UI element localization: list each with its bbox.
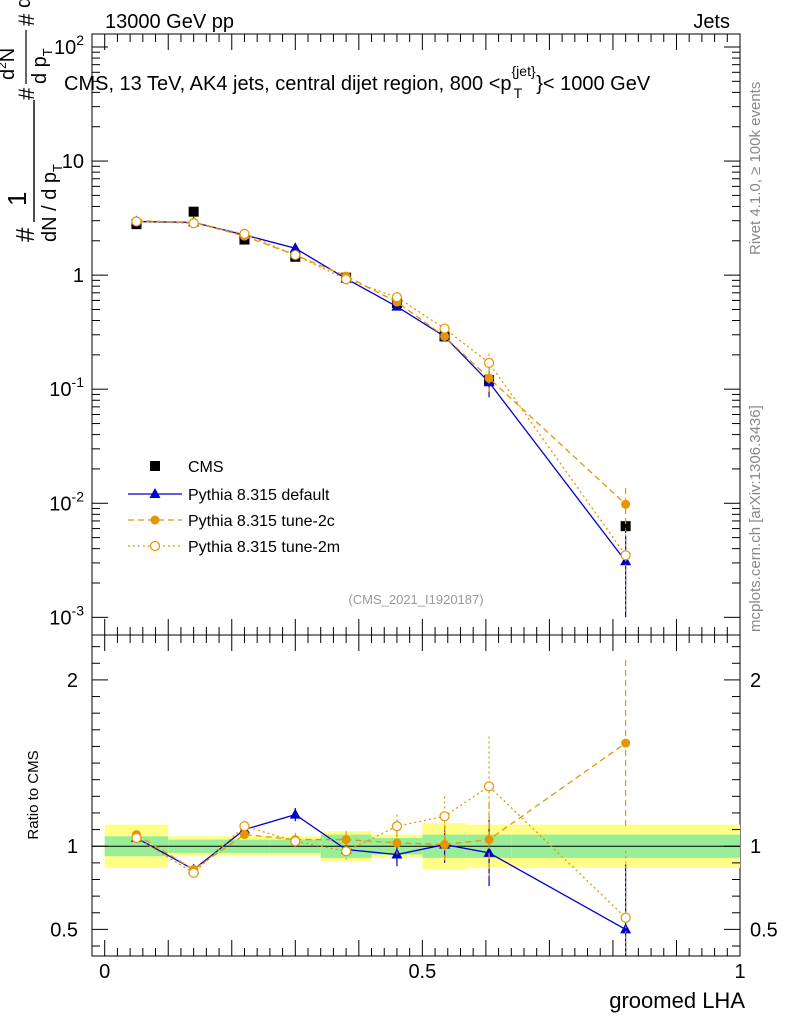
ratio-point [620, 923, 632, 934]
ratio-tick-label-right: 0.5 [750, 919, 778, 941]
data-point [289, 242, 301, 253]
header-right: Jets [693, 11, 730, 33]
mcplots-label: mcplots.cern.ch [arXiv:1306.3436] [747, 405, 764, 632]
main-data-layer [130, 206, 632, 618]
main-axis-ticks: 10-3 10-2 10-1 1 10 102 [49, 32, 741, 635]
data-point [239, 228, 250, 239]
rivet-label: Rivet 4.1.0, ≥ 100k events [747, 82, 764, 255]
y-label-hash-1: # [10, 227, 40, 242]
ratio-tick-label: 1 [67, 836, 78, 858]
y-label-hash-2: # [14, 87, 39, 100]
ratio-point [239, 821, 250, 832]
data-point [620, 550, 631, 561]
data-point [620, 521, 631, 532]
ratio-panel: 0.5 0.5 1 1 2 2 [50, 634, 778, 957]
data-point [290, 249, 301, 261]
legend-label: CMS [188, 459, 224, 476]
chart-title: CMS, 13 TeV, AK4 jets, central dijet reg… [64, 63, 651, 101]
legend-marker [149, 540, 161, 552]
ratio-y-label: Ratio to CMS [25, 750, 42, 839]
ratio-tick-label-right: 2 [750, 670, 761, 692]
y-label-den: dN / d pT [39, 164, 65, 242]
ratio-point [621, 738, 631, 748]
ratio-frame [91, 634, 741, 957]
y-tick-label: 10 [62, 151, 84, 173]
legend-marker [150, 515, 160, 525]
legend-marker [150, 461, 160, 471]
legend: CMS Pythia 8.315 default Pythia 8.315 tune… [128, 459, 340, 556]
legend-label: Pythia 8.315 tune-2m [188, 539, 340, 556]
legend-label: Pythia 8.315 default [188, 487, 330, 504]
data-point [483, 357, 495, 369]
ratio-tick-label: 0.5 [50, 919, 78, 941]
series-line-1 [136, 220, 627, 562]
data-point [439, 323, 450, 334]
ratio-point [440, 840, 450, 850]
analysis-label: (CMS_2021_I1920187) [348, 592, 483, 607]
data-point [341, 274, 352, 285]
ratio-point [391, 821, 403, 832]
y-tick-label: 10-3 [49, 602, 84, 629]
ratio-point [290, 836, 301, 847]
ratio-point [483, 781, 495, 792]
y-tick-label: 10-1 [49, 374, 84, 401]
ratio-axis-ticks: 0.5 0.5 1 1 2 2 [50, 635, 778, 956]
series-line-2 [136, 220, 627, 505]
y-tick-label: 102 [54, 32, 84, 59]
ratio-tick-label: 2 [67, 670, 78, 692]
legend-label: Pythia 8.315 tune-2c [188, 513, 335, 530]
ratio-point [392, 838, 402, 848]
ratio-point [484, 835, 494, 845]
y-label-dlambda: dλ [13, 0, 35, 8]
x-axis-label: groomed LHA [609, 988, 745, 1013]
ratio-point [239, 830, 249, 840]
series-line-3 [136, 220, 627, 556]
ratio-tick-label-right: 1 [750, 836, 761, 858]
x-tick-label: 1 [734, 961, 745, 983]
ratio-point [439, 811, 450, 822]
data-point [621, 499, 631, 509]
y-tick-label: 10-2 [49, 488, 84, 515]
ratio-bands [92, 822, 740, 870]
header-left: 13000 GeV pp [105, 11, 234, 33]
y-tick-label: 1 [73, 265, 84, 287]
data-point [391, 292, 403, 303]
ratio-point [188, 867, 199, 878]
ratio-point [620, 912, 631, 923]
ratio-point [341, 846, 352, 857]
ratio-point [131, 832, 142, 844]
ratio-point [289, 808, 301, 819]
ratio-point [483, 846, 495, 857]
ratio-point [341, 835, 351, 845]
y-label-num2: d pT [29, 48, 55, 84]
y-axis-label: # 1 dN / d pT # d2N d pT # dλ [0, 0, 65, 242]
data-point [440, 331, 450, 341]
x-tick-labels: 0 0.5 1 [99, 961, 745, 983]
y-label-hash-3: # [14, 13, 39, 26]
data-point [188, 218, 199, 229]
data-point [131, 216, 142, 227]
x-tick-label: 0.5 [408, 961, 436, 983]
legend-marker [149, 488, 161, 498]
y-label-d2n: d2N [0, 48, 19, 80]
data-point [484, 373, 494, 383]
ratio-data-layer [130, 659, 632, 956]
x-tick-label: 0 [99, 961, 110, 983]
y-label-one: 1 [2, 192, 32, 206]
main-panel: 10-3 10-2 10-1 1 10 102 CMS, 13 TeV, AK4 jets… [49, 32, 741, 636]
data-point [188, 206, 199, 217]
